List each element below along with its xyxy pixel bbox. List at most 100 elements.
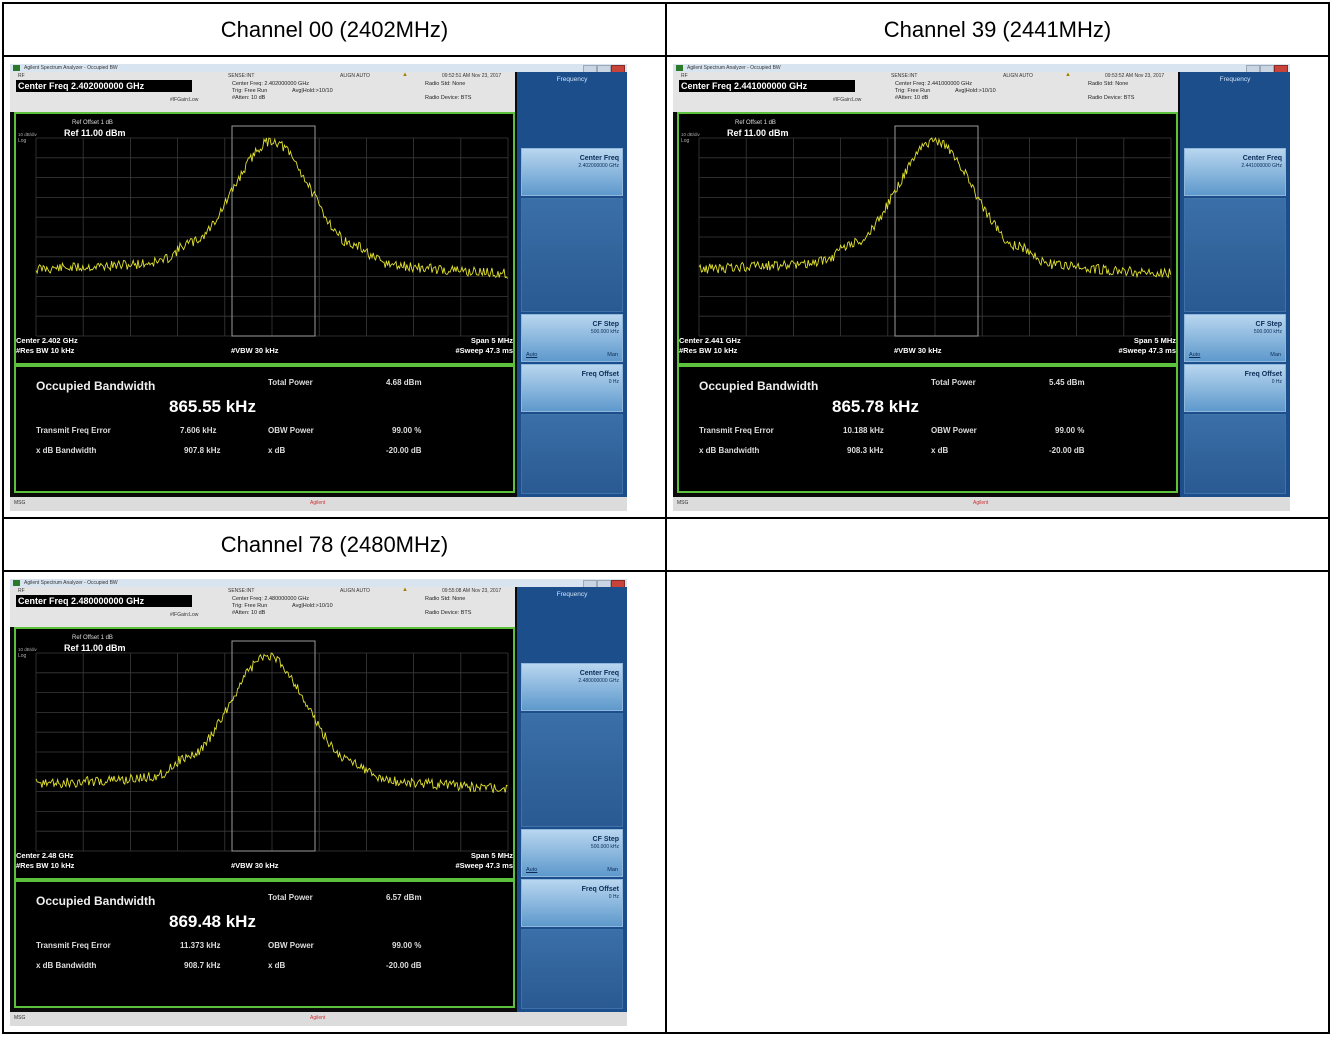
window-title: Agilent Spectrum Analyzer - Occupied BW bbox=[24, 65, 118, 71]
status-bar: MSG Agilent bbox=[673, 497, 1290, 511]
status-msg: MSG bbox=[677, 500, 689, 506]
center-freq-readout[interactable]: Center Freq 2.402000000 GHz bbox=[16, 80, 192, 92]
ref-offset: Ref Offset 1 dB bbox=[735, 120, 776, 126]
clock-text: 09:52:51 AM Nov 23, 2017 bbox=[442, 73, 502, 79]
cell-shot-0: Agilent Spectrum Analyzer - Occupied BW … bbox=[2, 55, 667, 519]
xdb-value: -20.00 dB bbox=[1049, 446, 1085, 455]
sweep-label: #Sweep 47.3 ms bbox=[455, 861, 513, 870]
occupied-bw-label: Occupied Bandwidth bbox=[36, 894, 156, 908]
xdb-bandwidth-value: 908.7 kHz bbox=[184, 961, 221, 970]
cell-empty bbox=[665, 570, 1330, 1034]
settings-bar: RF SENSE:INT ALIGN AUTO ▲ 09:55:08 AM No… bbox=[10, 587, 515, 627]
spectrum-plot[interactable]: Ref Offset 1 dB Ref 11.00 dBm 10 dB/div … bbox=[14, 112, 515, 365]
align-text: ALIGN AUTO bbox=[340, 73, 370, 79]
window-title: Agilent Spectrum Analyzer - Occupied BW bbox=[687, 65, 781, 71]
freq-offset-key[interactable]: Freq Offset 0 Hz bbox=[521, 364, 623, 412]
cf-step-man[interactable]: Man bbox=[607, 867, 618, 873]
warning-icon: ▲ bbox=[1065, 72, 1071, 78]
center-freq-readout[interactable]: Center Freq 2.480000000 GHz bbox=[16, 595, 192, 607]
spectrum-plot[interactable]: Ref Offset 1 dB Ref 11.00 dBm 10 dB/div … bbox=[677, 112, 1178, 365]
cf-step-key[interactable]: CF Step 500.000 kHz Auto Man bbox=[521, 829, 623, 877]
ifgain-setting: #IFGain:Low bbox=[170, 612, 199, 618]
obw-power-value: 99.00 % bbox=[392, 941, 422, 950]
blank-key-2 bbox=[521, 414, 623, 494]
mode-text: SENSE:INT bbox=[891, 73, 918, 79]
radio-std: Radio Std: None bbox=[1088, 81, 1129, 87]
atten-setting: #Atten: 10 dB bbox=[895, 95, 929, 101]
header-channel-00: Channel 00 (2402MHz) bbox=[2, 2, 667, 57]
menu-title: Frequency bbox=[556, 76, 588, 83]
total-power-value: 5.45 dBm bbox=[1049, 378, 1085, 387]
cf-step-key-value: 500.000 kHz bbox=[1253, 329, 1282, 335]
freq-offset-key[interactable]: Freq Offset 0 Hz bbox=[521, 879, 623, 927]
xdb-label: x dB bbox=[268, 446, 286, 455]
analyzer-screenshot-0: Agilent Spectrum Analyzer - Occupied BW … bbox=[10, 64, 627, 511]
cf-step-auto[interactable]: Auto bbox=[526, 352, 538, 358]
app-icon bbox=[676, 65, 683, 71]
ref-offset: Ref Offset 1 dB bbox=[72, 120, 113, 126]
window-titlebar: Agilent Spectrum Analyzer - Occupied BW bbox=[10, 64, 627, 73]
tx-freq-error-value: 7.606 kHz bbox=[180, 426, 217, 435]
cf-step-key[interactable]: CF Step 500.000 kHz Auto Man bbox=[1184, 314, 1286, 362]
header-channel-78: Channel 78 (2480MHz) bbox=[2, 517, 667, 572]
sweep-label: #Sweep 47.3 ms bbox=[455, 346, 513, 355]
softkey-panel: Frequency Center Freq 2.441000000 GHz CF… bbox=[1180, 72, 1290, 497]
agilent-logo: Agilent bbox=[310, 500, 326, 506]
center-freq-readout[interactable]: Center Freq 2.441000000 GHz bbox=[679, 80, 855, 92]
align-text: ALIGN AUTO bbox=[340, 588, 370, 594]
input-label: RF bbox=[18, 588, 25, 594]
window-titlebar: Agilent Spectrum Analyzer - Occupied BW bbox=[673, 64, 1290, 73]
xdb-label: x dB bbox=[268, 961, 286, 970]
total-power-label: Total Power bbox=[931, 378, 976, 387]
total-power-label: Total Power bbox=[268, 378, 313, 387]
center-freq-setting: Center Freq: 2.402000000 GHz bbox=[232, 81, 310, 87]
obw-window bbox=[894, 125, 979, 337]
results-table: Channel 00 (2402MHz) Channel 39 (2441MHz… bbox=[2, 2, 1330, 1034]
cf-step-man[interactable]: Man bbox=[607, 352, 618, 358]
xdb-label: x dB bbox=[931, 446, 949, 455]
freq-offset-key-label: Freq Offset bbox=[581, 886, 619, 893]
radio-device: Radio Device: BTS bbox=[425, 610, 472, 616]
cf-step-man[interactable]: Man bbox=[1270, 352, 1281, 358]
obw-window bbox=[231, 640, 316, 852]
cf-step-auto[interactable]: Auto bbox=[526, 867, 538, 873]
scale-label: 10 dB/div bbox=[18, 132, 37, 137]
radio-std: Radio Std: None bbox=[425, 596, 466, 602]
obw-power-label: OBW Power bbox=[931, 426, 977, 435]
warning-icon: ▲ bbox=[402, 72, 408, 78]
center-freq-key-label: Center Freq bbox=[1242, 155, 1282, 162]
analyzer-screenshot-2: Agilent Spectrum Analyzer - Occupied BW … bbox=[10, 579, 627, 1026]
xdb-bandwidth-value: 908.3 kHz bbox=[847, 446, 884, 455]
blank-key-1 bbox=[521, 198, 623, 312]
warning-icon: ▲ bbox=[402, 587, 408, 593]
center-freq-key[interactable]: Center Freq 2.480000000 GHz bbox=[521, 663, 623, 711]
cf-step-key[interactable]: CF Step 500.000 kHz Auto Man bbox=[521, 314, 623, 362]
app-icon bbox=[13, 580, 20, 586]
cell-shot-1: Agilent Spectrum Analyzer - Occupied BW … bbox=[665, 55, 1330, 519]
cf-step-key-value: 500.000 kHz bbox=[590, 329, 619, 335]
spectrum-plot[interactable]: Ref Offset 1 dB Ref 11.00 dBm 10 dB/div … bbox=[14, 627, 515, 880]
menu-title: Frequency bbox=[556, 591, 588, 598]
trace-graph bbox=[35, 125, 509, 337]
cf-step-auto[interactable]: Auto bbox=[1189, 352, 1201, 358]
obw-window bbox=[231, 125, 316, 337]
freq-offset-key-value: 0 Hz bbox=[608, 379, 619, 385]
atten-setting: #Atten: 10 dB bbox=[232, 610, 266, 616]
mode-text: SENSE:INT bbox=[228, 588, 255, 594]
scale-label: 10 dB/div bbox=[18, 647, 37, 652]
center-freq-key[interactable]: Center Freq 2.402000000 GHz bbox=[521, 148, 623, 196]
align-text: ALIGN AUTO bbox=[1003, 73, 1033, 79]
center-freq-key[interactable]: Center Freq 2.441000000 GHz bbox=[1184, 148, 1286, 196]
status-bar: MSG Agilent bbox=[10, 497, 627, 511]
measurement-results: Occupied Bandwidth 865.55 kHz Total Powe… bbox=[14, 365, 515, 493]
log-label: Log bbox=[18, 653, 27, 659]
radio-std: Radio Std: None bbox=[425, 81, 466, 87]
analyzer-screenshot-1: Agilent Spectrum Analyzer - Occupied BW … bbox=[673, 64, 1290, 511]
xdb-bandwidth-value: 907.8 kHz bbox=[184, 446, 221, 455]
mode-text: SENSE:INT bbox=[228, 73, 255, 79]
spectrum-trace bbox=[35, 652, 508, 793]
freq-offset-key[interactable]: Freq Offset 0 Hz bbox=[1184, 364, 1286, 412]
status-msg: MSG bbox=[14, 500, 26, 506]
vbw-label: #VBW 30 kHz bbox=[231, 346, 279, 355]
center-freq-key-label: Center Freq bbox=[579, 155, 619, 162]
